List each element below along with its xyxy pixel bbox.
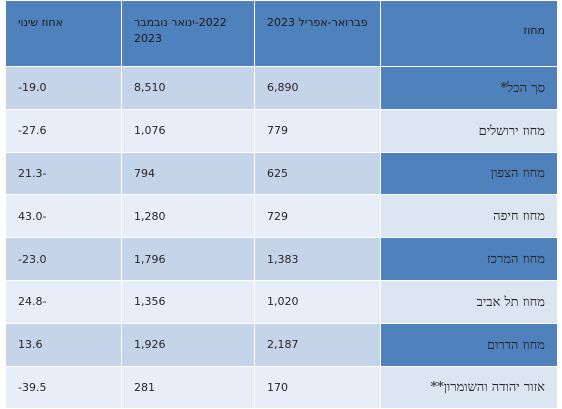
district-name: מחוז המרכז bbox=[380, 237, 558, 281]
current-period-value: 1,020 bbox=[254, 279, 381, 324]
change-percent-value: -21.3 bbox=[5, 151, 122, 196]
table-row: מחוז ירושלים 779 1,076 27.6- bbox=[5, 108, 558, 153]
change-percent-value: -24.8 bbox=[5, 279, 122, 324]
header-period-previous: 2022-ינואר נובמבר 2023 bbox=[121, 0, 255, 67]
change-percent-value: 27.6- bbox=[5, 108, 122, 153]
header-district: מחוז bbox=[380, 0, 558, 67]
district-name: סך הכל* bbox=[380, 66, 558, 110]
district-comparison-table: מחוז פברואר-אפריל 2023 2022-ינואר נובמבר… bbox=[5, 0, 558, 409]
district-name: מחוז הדרום bbox=[380, 322, 558, 367]
current-period-value: 1,383 bbox=[254, 237, 381, 281]
current-period-value: 779 bbox=[254, 108, 381, 153]
current-period-value: 729 bbox=[254, 194, 381, 239]
previous-period-value: 281 bbox=[121, 365, 255, 409]
current-period-value: 6,890 bbox=[254, 66, 381, 110]
table-row: סך הכל* 6,890 8,510 19.0- bbox=[5, 66, 558, 110]
current-period-value: 2,187 bbox=[254, 322, 381, 367]
table-header-row: מחוז פברואר-אפריל 2023 2022-ינואר נובמבר… bbox=[5, 0, 558, 67]
previous-period-value: 1,280 bbox=[121, 194, 255, 239]
district-name: מחוז ירושלים bbox=[380, 108, 558, 153]
change-percent-value: 13.6 bbox=[5, 322, 122, 367]
previous-period-value: 1,926 bbox=[121, 322, 255, 367]
change-percent-value: 39.5- bbox=[5, 365, 122, 409]
district-name: אזור יהודה והשומרון** bbox=[380, 365, 558, 409]
table-row: מחוז המרכז 1,383 1,796 23.0- bbox=[5, 237, 558, 281]
current-period-value: 625 bbox=[254, 151, 381, 196]
change-percent-value: 23.0- bbox=[5, 237, 122, 281]
table-row: אזור יהודה והשומרון** 170 281 39.5- bbox=[5, 365, 558, 409]
previous-period-value: 1,076 bbox=[121, 108, 255, 153]
current-period-value: 170 bbox=[254, 365, 381, 409]
table-row: מחוז הצפון 625 794 -21.3 bbox=[5, 151, 558, 196]
change-percent-value: 19.0- bbox=[5, 66, 122, 110]
district-name: מחוז חיפה bbox=[380, 194, 558, 239]
previous-period-value: 1,356 bbox=[121, 279, 255, 324]
table-row: מחוז הדרום 2,187 1,926 13.6 bbox=[5, 322, 558, 367]
header-period-current: פברואר-אפריל 2023 bbox=[254, 0, 381, 67]
previous-period-value: 1,796 bbox=[121, 237, 255, 281]
table-row: מחוז חיפה 729 1,280 -43.0 bbox=[5, 194, 558, 239]
previous-period-value: 8,510 bbox=[121, 66, 255, 110]
header-change-percent: אחוז שינוי bbox=[5, 0, 122, 67]
change-percent-value: -43.0 bbox=[5, 194, 122, 239]
district-name: מחוז הצפון bbox=[380, 151, 558, 196]
table-row: מחוז תל אביב 1,020 1,356 -24.8 bbox=[5, 279, 558, 324]
previous-period-value: 794 bbox=[121, 151, 255, 196]
district-name: מחוז תל אביב bbox=[380, 279, 558, 324]
